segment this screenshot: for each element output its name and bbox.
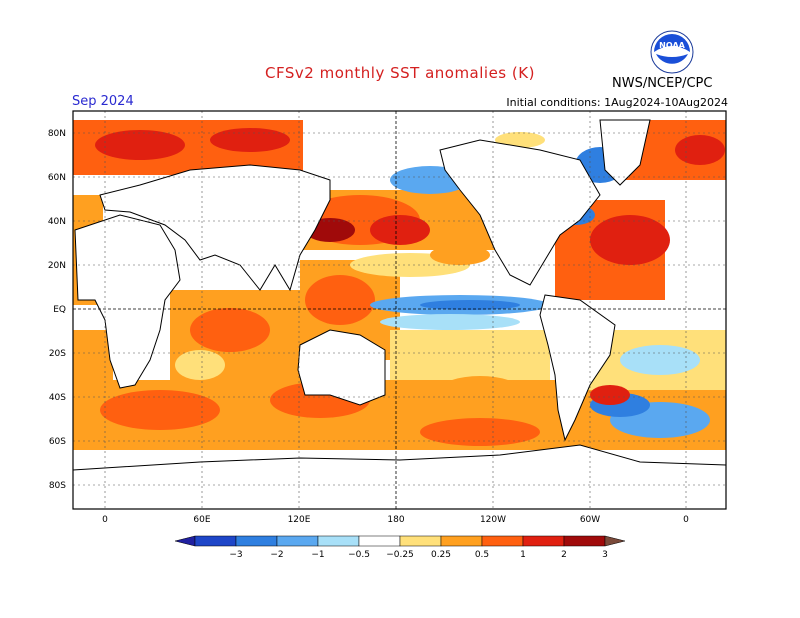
initial-conditions: Initial conditions: 1Aug2024-10Aug2024 [506,96,728,109]
colorbar-label: −3 [229,550,242,560]
noaa-logo-icon: NOAA [650,30,694,74]
lat-label: 80N [48,129,66,139]
colorbar-swatch [399,535,442,547]
lat-label: 60N [48,173,66,183]
colorbar-swatch [358,535,401,547]
lon-label: 120W [480,515,506,525]
lon-axis: 0 60E 120E 180 120W 60W 0 [102,515,689,525]
plot-frame [72,110,727,510]
lon-label: 60W [580,515,600,525]
equator-dateline [73,111,726,509]
colorbar: −3 −2 −1 −0.5 −0.25 0.25 0.5 1 2 3 [174,535,626,560]
lat-label: 80S [49,481,66,491]
lat-label: 20S [49,349,66,359]
lat-label: 40S [49,393,66,403]
lat-label: 20N [48,261,66,271]
colorbar-swatch [481,535,524,547]
lat-label: 40N [48,217,66,227]
colorbar-label: −0.25 [386,550,414,560]
lon-label: 0 [683,515,689,525]
map-title: CFSv2 monthly SST anomalies (K) [265,64,535,82]
colorbar-label: 3 [602,550,608,560]
forecast-month: Sep 2024 [72,94,134,109]
colorbar-swatch [563,535,606,547]
colorbar-swatch [440,535,483,547]
colorbar-label: 1 [520,550,526,560]
colorbar-label: 2 [561,550,567,560]
lon-label: 60E [193,515,210,525]
colorbar-label: 0.25 [431,550,451,560]
colorbar-swatch [194,535,237,547]
colorbar-max-arrow [604,535,626,547]
colorbar-label: −0.5 [348,550,370,560]
lon-label: 0 [102,515,108,525]
coastlines [73,119,726,509]
lat-label: 60S [49,437,66,447]
colorbar-swatch [235,535,278,547]
lon-label: 120E [288,515,311,525]
colorbar-swatch [522,535,565,547]
colorbar-label: 0.5 [475,550,489,560]
colorbar-min-arrow [174,535,196,547]
graticule [73,111,726,509]
colorbar-label: −2 [270,550,283,560]
lon-label: 180 [387,515,404,525]
colorbar-swatch [317,535,360,547]
lat-label: EQ [53,305,66,315]
svg-text:NOAA: NOAA [659,41,685,50]
colorbar-label: −1 [311,550,324,560]
lat-axis: 80N 60N 40N 20N EQ 20S 40S 60S 80S [48,129,66,491]
agency-label: NWS/NCEP/CPC [612,76,713,91]
colorbar-swatch [276,535,319,547]
